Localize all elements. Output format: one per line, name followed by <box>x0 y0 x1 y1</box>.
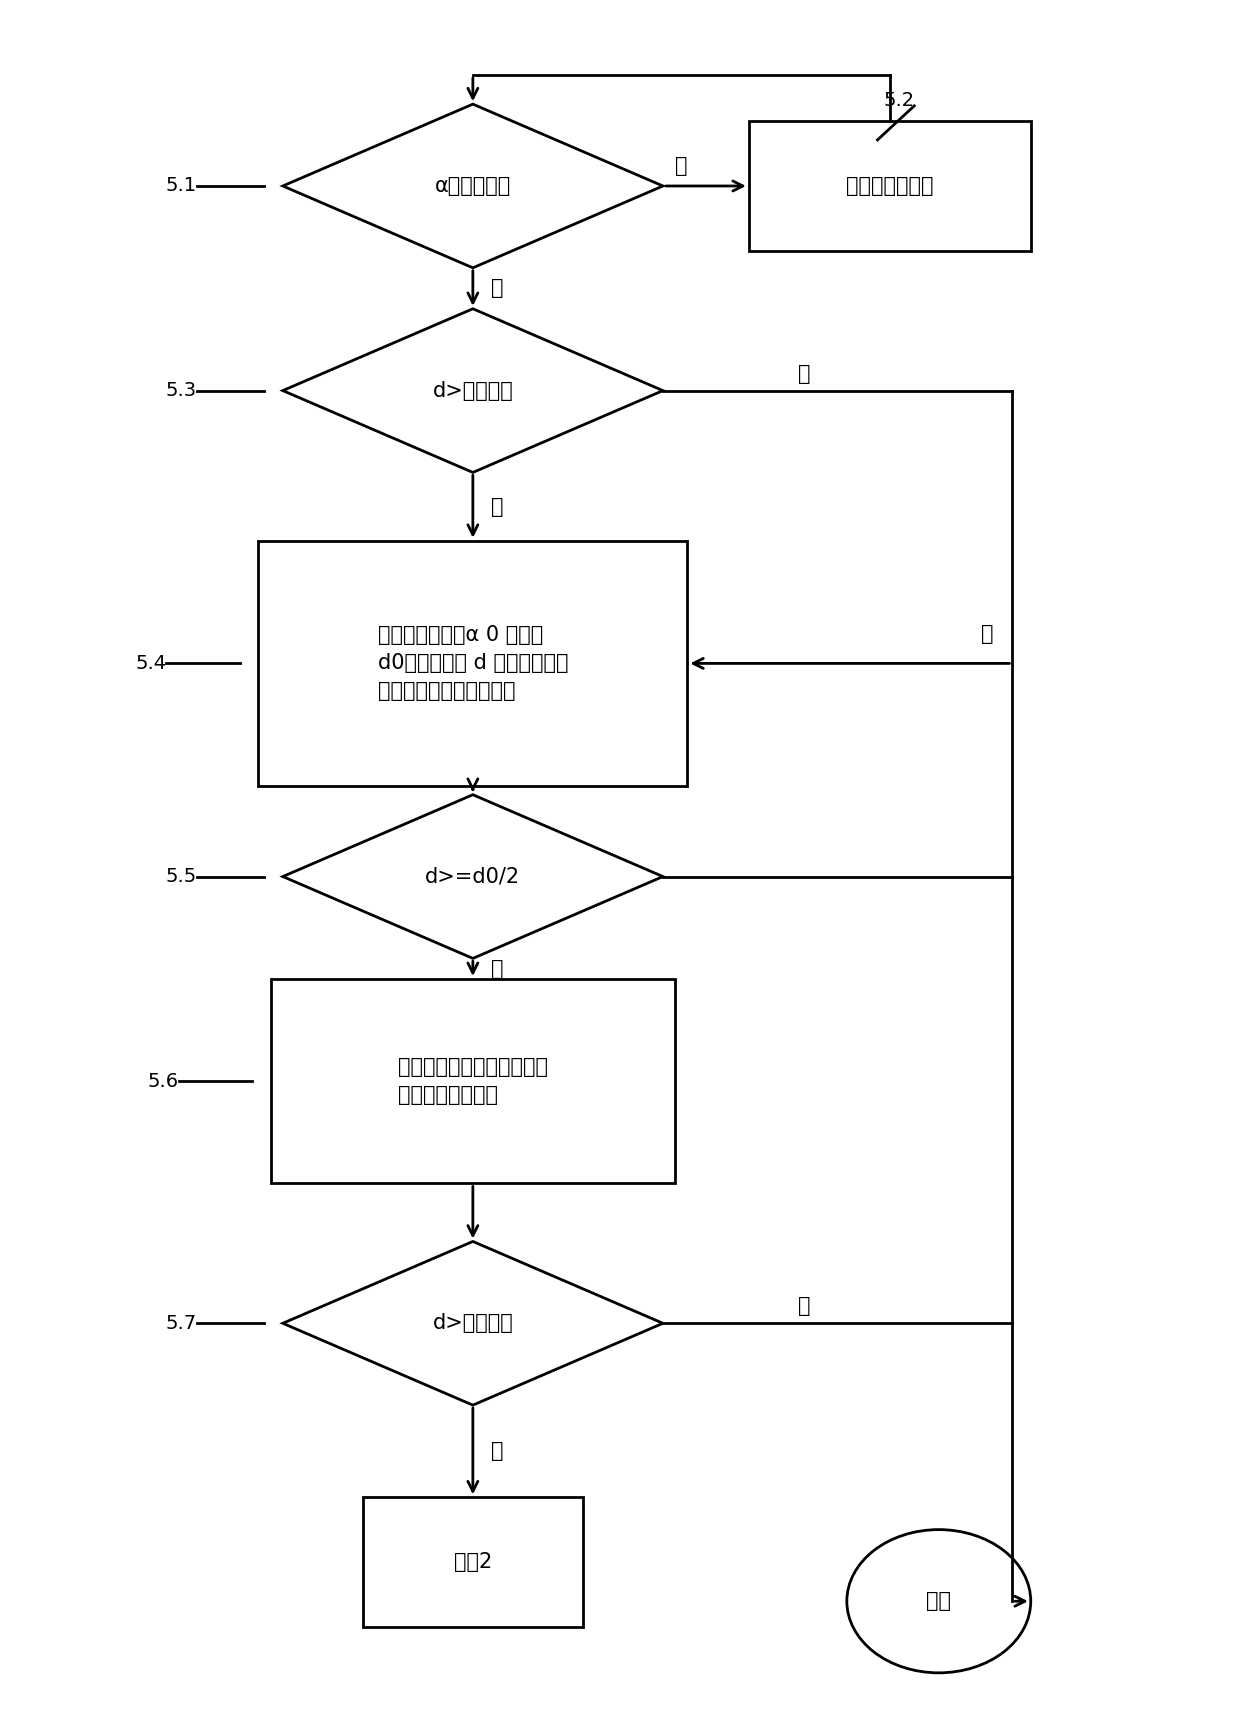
Text: 是: 是 <box>491 959 503 978</box>
Text: 5.5: 5.5 <box>166 866 197 885</box>
Text: 5.6: 5.6 <box>148 1071 179 1090</box>
Text: 矫正偏角，延时: 矫正偏角，延时 <box>846 175 934 196</box>
Bar <box>258 541 687 786</box>
Text: α＜最小容差: α＜最小容差 <box>435 175 511 196</box>
Text: 否: 否 <box>797 1296 810 1317</box>
Text: d>最小容差: d>最小容差 <box>433 380 513 401</box>
Bar <box>270 978 675 1183</box>
Text: 是: 是 <box>491 1441 503 1461</box>
Text: 是: 是 <box>491 497 503 516</box>
Text: 否: 否 <box>491 278 503 299</box>
Text: 记录此时的偏角α 0 和偏距
d0，判断偏距 d 的偏向方向，
减缓反方向的履带的速度: 记录此时的偏角α 0 和偏距 d0，判断偏距 d 的偏向方向， 减缓反方向的履带… <box>378 626 568 701</box>
Text: 是: 是 <box>675 155 688 175</box>
Text: 5.4: 5.4 <box>135 653 166 672</box>
Text: 否: 否 <box>797 363 810 383</box>
Text: 5.3: 5.3 <box>166 382 197 401</box>
Text: 完成: 完成 <box>926 1592 951 1611</box>
Text: 否: 否 <box>982 624 994 643</box>
Text: d>=d0/2: d>=d0/2 <box>425 866 521 887</box>
Text: 5.1: 5.1 <box>166 177 197 196</box>
Text: 管道清洗装置两侧履带的速
度进行调换，延时: 管道清洗装置两侧履带的速 度进行调换，延时 <box>398 1057 548 1105</box>
Text: d>最小容差: d>最小容差 <box>433 1313 513 1334</box>
Text: 步骤2: 步骤2 <box>454 1552 492 1571</box>
Bar <box>749 120 1030 251</box>
Bar <box>362 1497 583 1626</box>
Text: 5.2: 5.2 <box>883 91 914 110</box>
Text: 5.7: 5.7 <box>166 1313 197 1332</box>
